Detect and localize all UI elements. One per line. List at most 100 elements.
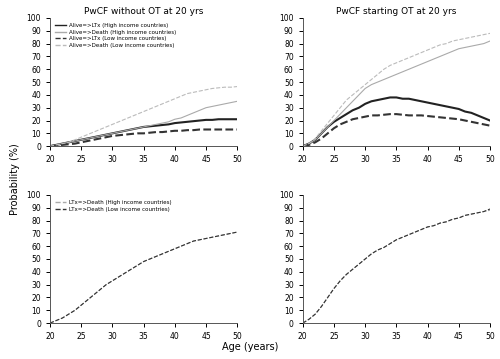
Alive=>Death (Low income countries) (78, 135, 84, 139)
LTx=>Death (Low income countries) (160, 252, 166, 256)
Alive=>LTx (High income countries) (134, 126, 140, 130)
Alive=>Death (Low income countries) (160, 102, 166, 106)
Alive=>LTx (Low income countries) (197, 127, 203, 132)
Alive=>Death (Low income countries) (222, 85, 228, 89)
Alive=>LTx (High income countries) (166, 122, 172, 126)
LTx=>Death (Low income countries) (116, 275, 121, 279)
Alive=>Death (High income countries) (190, 111, 196, 115)
Alive=>LTx (High income countries) (53, 143, 59, 147)
Alive=>Death (High income countries) (216, 103, 222, 107)
Alive=>LTx (Low income countries) (72, 141, 78, 146)
Line: Alive=>Death (Low income countries): Alive=>Death (Low income countries) (50, 87, 237, 146)
Alive=>LTx (High income countries) (90, 135, 96, 139)
Alive=>LTx (High income countries) (116, 130, 121, 134)
LTx=>Death (High income countries) (172, 247, 178, 251)
LTx=>Death (High income countries) (210, 235, 216, 239)
Alive=>Death (High income countries) (84, 136, 90, 141)
Alive=>LTx (Low income countries) (60, 143, 66, 147)
Alive=>Death (Low income countries) (72, 137, 78, 142)
Title: PwCF starting OT at 20 yrs: PwCF starting OT at 20 yrs (336, 7, 456, 16)
LTx=>Death (High income countries) (116, 275, 121, 279)
Alive=>Death (High income countries) (228, 101, 234, 105)
Alive=>Death (High income countries) (103, 132, 109, 137)
Alive=>LTx (Low income countries) (222, 127, 228, 132)
Alive=>LTx (High income countries) (203, 118, 209, 122)
LTx=>Death (High income countries) (197, 238, 203, 242)
Alive=>Death (High income countries) (110, 131, 116, 135)
LTx=>Death (Low income countries) (140, 260, 146, 264)
Alive=>LTx (High income countries) (228, 117, 234, 121)
LTx=>Death (Low income countries) (128, 267, 134, 271)
Alive=>LTx (Low income countries) (228, 127, 234, 132)
Alive=>Death (High income countries) (153, 122, 159, 126)
Alive=>Death (Low income countries) (140, 109, 146, 114)
Alive=>LTx (High income countries) (153, 123, 159, 128)
Alive=>LTx (High income countries) (184, 120, 190, 124)
LTx=>Death (High income countries) (60, 316, 66, 320)
Alive=>Death (Low income countries) (90, 130, 96, 134)
Alive=>Death (Low income countries) (166, 99, 172, 103)
LTx=>Death (High income countries) (228, 231, 234, 236)
Alive=>Death (High income countries) (210, 104, 216, 108)
Alive=>LTx (Low income countries) (134, 131, 140, 135)
Alive=>LTx (Low income countries) (147, 131, 153, 135)
Alive=>Death (Low income countries) (203, 88, 209, 92)
Alive=>LTx (Low income countries) (128, 132, 134, 136)
Line: Alive=>LTx (High income countries): Alive=>LTx (High income countries) (50, 119, 237, 146)
Alive=>LTx (Low income countries) (153, 130, 159, 134)
LTx=>Death (High income countries) (147, 257, 153, 261)
Alive=>Death (Low income countries) (178, 94, 184, 98)
Alive=>LTx (High income countries) (210, 118, 216, 122)
Alive=>Death (Low income countries) (210, 86, 216, 90)
Alive=>LTx (High income countries) (190, 119, 196, 123)
Alive=>Death (Low income countries) (128, 115, 134, 119)
Alive=>LTx (Low income countries) (166, 129, 172, 134)
Alive=>LTx (High income countries) (47, 144, 53, 148)
Alive=>LTx (High income countries) (103, 132, 109, 137)
LTx=>Death (Low income countries) (203, 236, 209, 241)
LTx=>Death (High income countries) (53, 318, 59, 323)
Alive=>LTx (Low income countries) (47, 144, 53, 148)
Alive=>Death (Low income countries) (197, 89, 203, 93)
Alive=>LTx (Low income countries) (97, 136, 103, 141)
LTx=>Death (Low income countries) (66, 312, 71, 316)
Alive=>LTx (High income countries) (97, 134, 103, 138)
Alive=>LTx (High income countries) (216, 117, 222, 121)
LTx=>Death (High income countries) (222, 233, 228, 237)
LTx=>Death (High income countries) (184, 242, 190, 246)
Alive=>Death (Low income countries) (110, 122, 116, 126)
LTx=>Death (Low income countries) (197, 238, 203, 242)
LTx=>Death (Low income countries) (60, 316, 66, 320)
Legend: LTx=>Death (High income countries), LTx=>Death (Low income countries): LTx=>Death (High income countries), LTx=… (53, 198, 174, 214)
LTx=>Death (High income countries) (128, 267, 134, 271)
LTx=>Death (Low income countries) (84, 298, 90, 302)
Alive=>Death (Low income countries) (190, 90, 196, 94)
Alive=>Death (High income countries) (222, 102, 228, 106)
Alive=>Death (Low income countries) (60, 141, 66, 146)
Alive=>Death (Low income countries) (122, 117, 128, 121)
Alive=>LTx (High income countries) (122, 129, 128, 133)
Alive=>Death (High income countries) (116, 130, 121, 134)
LTx=>Death (Low income countries) (153, 254, 159, 258)
LTx=>Death (Low income countries) (216, 234, 222, 238)
LTx=>Death (Low income countries) (47, 321, 53, 325)
Alive=>Death (Low income countries) (134, 112, 140, 116)
LTx=>Death (High income countries) (134, 263, 140, 267)
Alive=>Death (High income countries) (184, 113, 190, 117)
Alive=>LTx (Low income countries) (190, 128, 196, 132)
LTx=>Death (Low income countries) (110, 279, 116, 283)
Alive=>LTx (Low income countries) (203, 127, 209, 132)
Alive=>LTx (High income countries) (128, 127, 134, 132)
LTx=>Death (Low income countries) (147, 257, 153, 261)
Alive=>LTx (High income countries) (172, 121, 178, 125)
Alive=>LTx (High income countries) (178, 120, 184, 125)
LTx=>Death (High income countries) (203, 236, 209, 241)
LTx=>Death (High income countries) (78, 303, 84, 307)
Text: Probability (%): Probability (%) (10, 144, 20, 215)
Alive=>LTx (Low income countries) (116, 133, 121, 137)
LTx=>Death (High income countries) (66, 312, 71, 316)
Alive=>LTx (High income countries) (222, 117, 228, 121)
Alive=>Death (Low income countries) (53, 143, 59, 147)
Alive=>Death (High income countries) (166, 120, 172, 124)
Alive=>Death (High income countries) (203, 106, 209, 110)
